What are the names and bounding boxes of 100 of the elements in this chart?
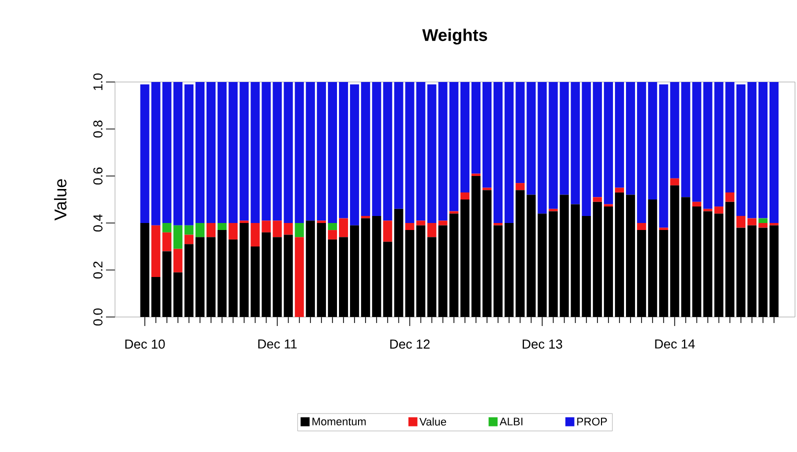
bar bbox=[383, 220, 392, 242]
bar bbox=[173, 82, 182, 226]
bar bbox=[703, 82, 712, 209]
bar bbox=[548, 82, 558, 209]
bar bbox=[151, 225, 160, 278]
bar bbox=[494, 82, 503, 223]
bar bbox=[770, 222, 779, 226]
x-tick-label: Dec 12 bbox=[390, 340, 430, 349]
bar bbox=[361, 216, 370, 218]
bar bbox=[184, 84, 194, 226]
bar bbox=[416, 220, 426, 226]
bar bbox=[250, 82, 260, 223]
y-tick-label: 0.0 bbox=[93, 308, 102, 326]
legend-label: ALBI bbox=[500, 418, 522, 426]
bar bbox=[516, 183, 525, 190]
bar bbox=[328, 82, 337, 223]
bar bbox=[637, 82, 646, 223]
y-tick-label: 0.4 bbox=[93, 214, 102, 232]
bar bbox=[294, 82, 304, 223]
bar bbox=[758, 82, 768, 218]
bar bbox=[350, 84, 360, 226]
bar bbox=[560, 82, 569, 195]
bar bbox=[692, 202, 702, 207]
bar bbox=[184, 225, 194, 235]
bar bbox=[670, 178, 680, 186]
bar bbox=[614, 188, 624, 192]
bar bbox=[604, 82, 613, 204]
bar bbox=[195, 222, 205, 238]
bar bbox=[570, 82, 580, 204]
bar bbox=[206, 222, 216, 238]
bar bbox=[372, 82, 382, 216]
bar bbox=[725, 82, 734, 192]
bar bbox=[218, 82, 227, 223]
bar bbox=[184, 234, 194, 244]
bar bbox=[449, 82, 458, 212]
y-axis-title: Value bbox=[54, 179, 66, 220]
chart-title: Weights bbox=[422, 28, 488, 45]
bar bbox=[592, 197, 602, 202]
bar bbox=[284, 82, 293, 223]
bar bbox=[604, 204, 613, 207]
bar bbox=[626, 82, 636, 195]
bar bbox=[471, 82, 481, 174]
bar bbox=[538, 82, 547, 214]
bar bbox=[394, 82, 404, 209]
bar bbox=[659, 228, 668, 230]
bar bbox=[338, 218, 348, 238]
bar bbox=[284, 222, 293, 235]
bar bbox=[306, 82, 315, 221]
legend-label: Value bbox=[419, 418, 446, 426]
legend-label: PROP bbox=[577, 418, 607, 426]
bar bbox=[482, 82, 492, 188]
bar bbox=[714, 206, 724, 214]
bar bbox=[725, 192, 734, 202]
bar bbox=[140, 84, 150, 223]
bar bbox=[206, 82, 216, 223]
bar bbox=[736, 84, 746, 216]
bar bbox=[361, 82, 370, 216]
bar bbox=[405, 222, 414, 230]
bar bbox=[162, 232, 172, 252]
x-tick-label: Dec 10 bbox=[125, 340, 165, 349]
legend-label: Momentum bbox=[312, 418, 366, 426]
bar bbox=[162, 82, 172, 223]
bar bbox=[328, 222, 337, 230]
y-tick-label: 1.0 bbox=[93, 73, 102, 90]
bar bbox=[770, 82, 779, 223]
bar bbox=[173, 225, 182, 249]
bar bbox=[405, 82, 414, 223]
bar bbox=[460, 82, 470, 192]
bar bbox=[218, 222, 227, 230]
y-tick-label: 0.8 bbox=[93, 120, 102, 138]
bar bbox=[714, 82, 724, 207]
bar bbox=[383, 82, 392, 221]
bar bbox=[614, 82, 624, 188]
bar bbox=[250, 222, 260, 246]
bar bbox=[736, 216, 746, 228]
bar bbox=[482, 188, 492, 190]
bar bbox=[416, 82, 426, 221]
x-tick-label: Dec 13 bbox=[522, 340, 562, 349]
bar bbox=[328, 230, 337, 240]
bar bbox=[516, 82, 525, 184]
bar bbox=[438, 220, 448, 226]
bar bbox=[151, 82, 160, 226]
bar bbox=[582, 82, 591, 216]
bar bbox=[338, 82, 348, 218]
bar bbox=[427, 84, 436, 223]
bar bbox=[228, 222, 238, 240]
bar bbox=[494, 222, 503, 226]
bar bbox=[438, 82, 448, 221]
bar bbox=[758, 222, 768, 228]
bar bbox=[681, 82, 690, 198]
bar bbox=[504, 82, 514, 223]
x-tick-label: Dec 14 bbox=[655, 340, 695, 349]
bar bbox=[272, 82, 282, 221]
bar bbox=[262, 82, 271, 221]
bar bbox=[162, 222, 172, 232]
bar bbox=[427, 222, 436, 238]
bar bbox=[272, 220, 282, 238]
bar bbox=[758, 218, 768, 223]
bar bbox=[692, 82, 702, 202]
y-tick-label: 0.2 bbox=[93, 262, 102, 278]
